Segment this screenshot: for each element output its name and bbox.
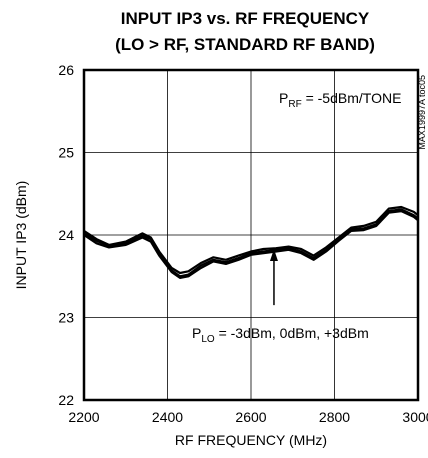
series-line-3: [83, 210, 419, 279]
annotation-plo-rest: = -3dBm, 0dBm, +3dBm: [215, 325, 369, 341]
series-line-2: [83, 205, 419, 275]
x-tick-label: 2800: [319, 409, 350, 425]
y-tick-label: 22: [58, 392, 74, 408]
annotation-arrow: [269, 249, 278, 306]
series-line-1: [83, 208, 419, 278]
x-tick-labels: 2200 2400 2600 2800 3000: [68, 409, 428, 425]
chart-title-line1: INPUT IP3 vs. RF FREQUENCY: [121, 9, 370, 28]
y-tick-label: 23: [58, 310, 74, 326]
x-tick-label: 2400: [152, 409, 183, 425]
side-label: MAX19997A toc05: [417, 75, 427, 150]
series-group: [83, 205, 419, 279]
y-tick-label: 26: [58, 62, 74, 78]
x-tick-label: 2600: [235, 409, 266, 425]
annotation-prf-p: P: [279, 90, 288, 106]
plot-frame: [82, 68, 420, 402]
annotation-prf-sub: RF: [288, 99, 301, 110]
x-tick-label: 2200: [68, 409, 99, 425]
y-axis-label: INPUT IP3 (dBm): [13, 181, 29, 290]
x-tick-label: 3000: [402, 409, 428, 425]
annotation-prf: PRF = -5dBm/TONE: [279, 90, 401, 110]
annotation-prf-rest: = -5dBm/TONE: [302, 90, 402, 106]
y-tick-labels: 22 23 24 25 26: [58, 62, 74, 408]
gridlines: [83, 69, 419, 401]
chart-title-line2: (LO > RF, STANDARD RF BAND): [115, 35, 375, 54]
y-tick-label: 24: [58, 227, 74, 243]
arrow-head: [269, 249, 278, 262]
annotation-plo-sub: LO: [201, 334, 215, 345]
annotation-plo: PLO = -3dBm, 0dBm, +3dBm: [192, 325, 369, 345]
x-axis-label: RF FREQUENCY (MHz): [175, 432, 327, 448]
y-tick-label: 25: [58, 145, 74, 161]
annotation-plo-p: P: [192, 325, 201, 341]
